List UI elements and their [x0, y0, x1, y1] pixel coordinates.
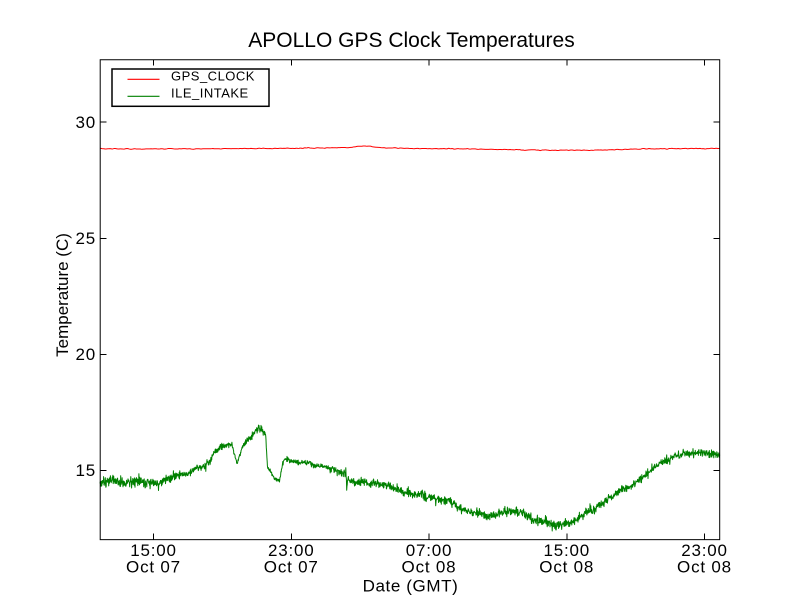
- svg-text:20: 20: [75, 345, 96, 364]
- svg-text:APOLLO GPS Clock Temperatures: APOLLO GPS Clock Temperatures: [248, 29, 574, 52]
- svg-text:Oct 08: Oct 08: [402, 558, 457, 577]
- svg-text:15: 15: [75, 461, 96, 480]
- svg-text:Oct 07: Oct 07: [126, 558, 181, 577]
- svg-text:25: 25: [75, 229, 96, 248]
- svg-text:ILE_INTAKE: ILE_INTAKE: [171, 85, 249, 100]
- svg-text:GPS_CLOCK: GPS_CLOCK: [171, 69, 255, 84]
- svg-text:Oct 07: Oct 07: [264, 558, 319, 577]
- svg-text:07:00: 07:00: [406, 541, 453, 560]
- svg-text:Date (GMT): Date (GMT): [363, 577, 459, 596]
- svg-text:Oct 08: Oct 08: [539, 558, 594, 577]
- svg-text:Oct 08: Oct 08: [677, 558, 732, 577]
- svg-text:15:00: 15:00: [130, 541, 177, 560]
- svg-text:Temperature (C): Temperature (C): [53, 233, 72, 357]
- svg-text:15:00: 15:00: [543, 541, 590, 560]
- svg-text:30: 30: [75, 113, 96, 132]
- svg-text:23:00: 23:00: [268, 541, 315, 560]
- svg-text:23:00: 23:00: [681, 541, 728, 560]
